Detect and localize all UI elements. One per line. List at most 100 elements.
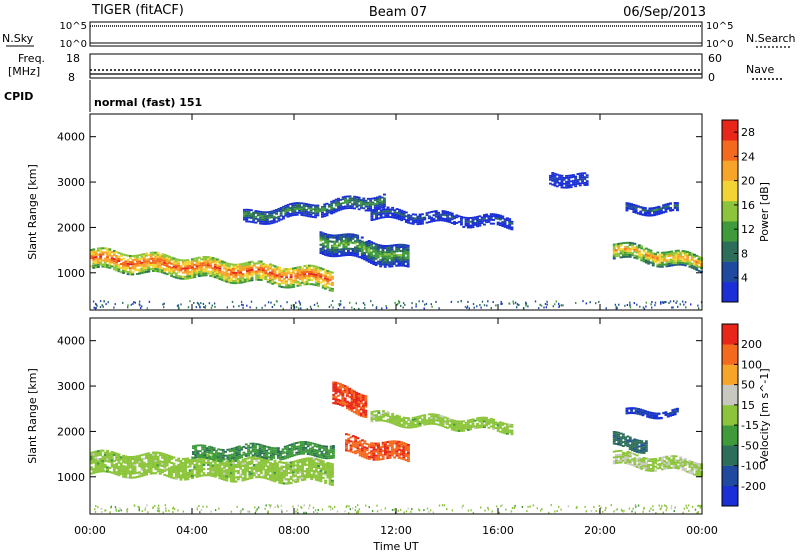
heatmap-cell	[581, 182, 584, 185]
heatmap-cell	[360, 253, 364, 256]
heatmap-cell	[330, 505, 332, 508]
heatmap-cell	[633, 465, 637, 467]
heatmap-cell	[496, 214, 500, 216]
heatmap-cell	[124, 455, 128, 458]
heatmap-cell	[635, 449, 639, 451]
heatmap-cell	[154, 472, 158, 475]
heatmap-cell	[246, 465, 249, 468]
heatmap-cell	[638, 451, 641, 454]
heatmap-cell	[574, 181, 578, 184]
heatmap-cell	[402, 250, 405, 253]
heatmap-cell	[362, 409, 365, 412]
heatmap-cell	[96, 468, 100, 471]
heatmap-cell	[471, 222, 475, 225]
heatmap-cell	[270, 450, 273, 453]
heatmap-cell	[402, 458, 406, 461]
heatmap-cell	[235, 452, 239, 454]
heatmap-cell	[286, 209, 290, 212]
heatmap-cell	[372, 250, 376, 253]
heatmap-cell	[186, 265, 190, 268]
heatmap-cell	[220, 461, 224, 464]
heatmap-cell	[228, 460, 232, 462]
heatmap-cell	[312, 265, 316, 268]
heatmap-cell	[348, 199, 352, 202]
heatmap-cell	[693, 467, 696, 470]
heatmap-cell	[272, 451, 276, 453]
heatmap-cell	[152, 251, 155, 254]
heatmap-cell	[659, 508, 661, 511]
heatmap-cell	[337, 254, 341, 257]
heatmap-cell	[364, 413, 368, 416]
heatmap-cell	[330, 202, 334, 205]
heatmap-cell	[560, 176, 564, 179]
heatmap-cell	[312, 459, 316, 462]
heatmap-cell	[286, 207, 290, 210]
heatmap-cell	[631, 246, 634, 249]
heatmap-cell	[649, 253, 653, 256]
heatmap-cell	[480, 418, 484, 421]
heatmap-cell	[644, 253, 648, 256]
heatmap-cell	[346, 386, 349, 389]
heatmap-cell	[149, 251, 153, 254]
heatmap-cell	[354, 440, 358, 443]
heatmap-cell	[301, 460, 304, 463]
heatmap-cell	[418, 300, 420, 303]
heatmap-cell	[341, 202, 345, 204]
heatmap-cell	[336, 390, 340, 393]
heatmap-cell	[108, 454, 112, 457]
heatmap-cell	[575, 302, 577, 304]
heatmap-cell	[322, 453, 326, 456]
heatmap-cell	[384, 216, 388, 218]
heatmap-cell	[379, 265, 383, 268]
heatmap-cell	[621, 433, 625, 436]
heatmap-cell	[133, 263, 137, 266]
heatmap-cell	[264, 278, 268, 281]
heatmap-cell	[266, 278, 270, 281]
heatmap-cell	[317, 475, 321, 478]
heatmap-cell	[273, 459, 277, 462]
heatmap-cell	[227, 281, 231, 284]
heatmap-cell	[676, 202, 679, 205]
heatmap-cell	[638, 457, 641, 460]
heatmap-cell	[503, 222, 507, 224]
heatmap-cell	[647, 250, 651, 253]
heatmap-cell	[96, 450, 100, 453]
heatmap-cell	[558, 306, 560, 308]
heatmap-cell	[243, 218, 246, 221]
heatmap-cell	[397, 456, 401, 459]
heatmap-cell	[697, 474, 701, 477]
heatmap-cell	[99, 451, 103, 454]
heatmap-cell	[247, 454, 250, 457]
heatmap-cell	[301, 281, 304, 284]
heatmap-cell	[392, 256, 396, 259]
heatmap-cell	[357, 405, 361, 408]
heatmap-cell	[379, 215, 383, 217]
heatmap-cell	[103, 466, 107, 469]
heatmap-cell	[181, 277, 185, 280]
heatmap-cell	[232, 466, 236, 469]
heatmap-cell	[397, 442, 401, 445]
heatmap-cell	[138, 456, 142, 459]
heatmap-cell	[423, 423, 427, 426]
heatmap-cell	[362, 201, 366, 204]
heatmap-cell	[503, 422, 507, 425]
cpid-text: normal (fast) 151	[94, 96, 202, 109]
heatmap-cell	[248, 265, 252, 268]
heatmap-cell	[264, 462, 268, 465]
heatmap-cell	[628, 453, 632, 456]
heatmap-cell	[308, 276, 311, 279]
heatmap-cell	[328, 270, 332, 273]
heatmap-cell	[323, 207, 327, 210]
heatmap-cell	[409, 216, 413, 219]
heatmap-cell	[377, 217, 381, 220]
heatmap-cell	[621, 437, 625, 440]
heatmap-cell	[298, 267, 302, 270]
heatmap-cell	[615, 307, 617, 310]
heatmap-cell	[293, 306, 296, 309]
heatmap-cell	[693, 253, 696, 256]
heatmap-cell	[213, 259, 217, 262]
heatmap-cell	[438, 307, 440, 310]
heatmap-cell	[381, 307, 383, 310]
heatmap-cell	[262, 271, 265, 274]
heatmap-cell	[156, 270, 160, 273]
